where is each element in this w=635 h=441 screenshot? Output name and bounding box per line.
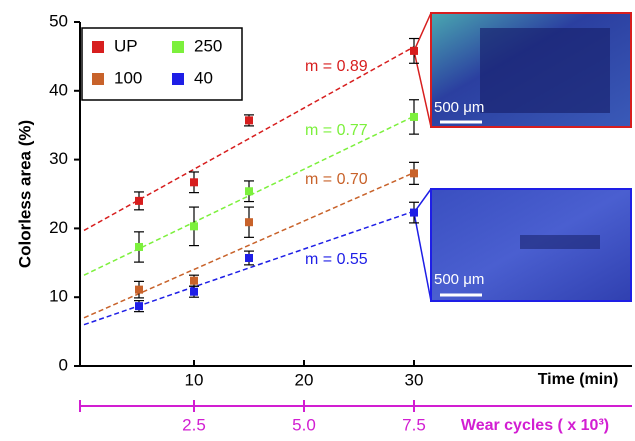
y-tick-label: 20: [49, 218, 68, 237]
point: [135, 302, 143, 310]
point: [245, 218, 253, 226]
point: [245, 116, 253, 124]
scale-label: 500 μm: [434, 99, 484, 116]
inset-1: 500 μm: [431, 13, 631, 127]
slope-label: m = 0.89: [305, 58, 368, 75]
point: [190, 178, 198, 186]
point: [245, 187, 253, 195]
point: [135, 197, 143, 205]
inset-image: [520, 235, 600, 249]
point: [190, 288, 198, 296]
point: [245, 254, 253, 262]
y-tick-label: 30: [49, 149, 68, 168]
legend-swatch: [92, 41, 104, 53]
point: [190, 222, 198, 230]
y-tick-label: 40: [49, 80, 68, 99]
x-tick-label: 10: [185, 370, 204, 389]
x2-tick-label: 7.5: [402, 415, 426, 434]
x-tick-label: 20: [295, 370, 314, 389]
y-tick-label: 50: [49, 11, 68, 30]
point: [135, 286, 143, 294]
point: [410, 47, 418, 55]
point: [410, 113, 418, 121]
point: [135, 243, 143, 251]
legend-label: 40: [194, 68, 213, 87]
y-tick-label: 10: [49, 287, 68, 306]
legend-swatch: [92, 73, 104, 85]
connector: [414, 13, 431, 51]
y-tick-label: 0: [59, 355, 68, 374]
legend-swatch: [172, 41, 184, 53]
x2-tick-label: 5.0: [292, 415, 316, 434]
point: [190, 277, 198, 285]
legend-label: 250: [194, 36, 222, 55]
legend-label: UP: [114, 36, 138, 55]
point: [410, 209, 418, 217]
chart: 500 μm 500 μm Time (min) Colorless area …: [0, 0, 635, 436]
scale-label: 500 μm: [434, 271, 484, 288]
x-axis-title: Time (min): [538, 371, 619, 388]
y-axis-title: Colorless area (%): [15, 120, 34, 268]
slope-label: m = 0.55: [305, 251, 368, 268]
slope-label: m = 0.70: [305, 171, 368, 188]
point: [410, 169, 418, 177]
x2-tick-label: 2.5: [182, 415, 206, 434]
legend-swatch: [172, 73, 184, 85]
inset-image: [480, 28, 610, 113]
legend-label: 100: [114, 68, 142, 87]
x2-axis-title: Wear cycles ( x 10³): [461, 417, 609, 434]
slope-label: m = 0.77: [305, 122, 368, 139]
connector: [414, 213, 431, 301]
inset-2: 500 μm: [431, 189, 631, 301]
x-tick-label: 30: [405, 370, 424, 389]
